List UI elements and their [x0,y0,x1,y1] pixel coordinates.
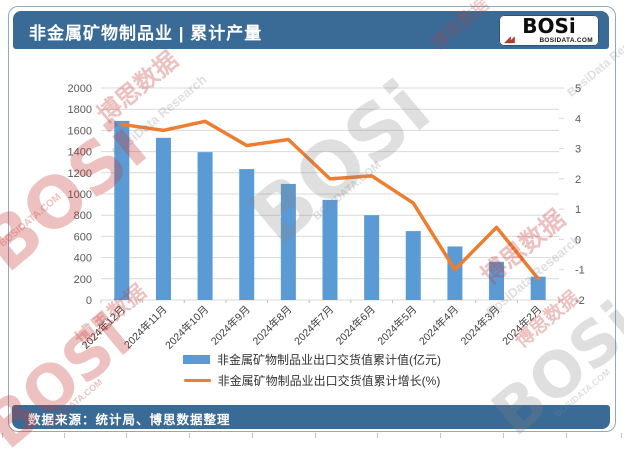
bar-2024年6月 [364,215,380,300]
right-axis-tick-label: -2 [575,295,585,307]
right-axis-tick-label: 2 [575,174,581,186]
x-axis-category-label: 2024年3月 [458,303,503,348]
x-axis-category-label: 2024年6月 [333,303,378,348]
bar-2024年3月 [489,261,505,300]
left-axis-tick-label: 1000 [68,189,92,201]
bosi-logo-text: BOSi [522,14,576,38]
bar-2024年2月 [530,276,546,300]
legend-bar-label: 非金属矿物制品业出口交货值累计值(亿元) [217,353,441,367]
header-bar: 非金属矿物制品业 | 累计产量 BOSi ◢◢ BOSIDATA.COM [13,11,609,49]
left-axis-tick-label: 800 [74,210,92,222]
x-axis-category-label: 2024年7月 [291,303,336,348]
right-axis-tick-label: -1 [575,265,585,277]
left-axis-tick-label: 1200 [68,168,92,180]
left-axis-tick-label: 2000 [68,83,92,95]
bar-2024年4月 [447,246,463,300]
bar-2024年10月 [197,152,213,300]
x-axis-category-label: 2024年11月 [121,303,169,351]
left-axis-tick-label: 0 [86,295,92,307]
right-axis-tick-label: 1 [575,204,581,216]
left-axis-tick-label: 200 [74,274,92,286]
left-axis-tick-label: 1600 [68,125,92,137]
page-title: 非金属矿物制品业 | 累计产量 [29,24,263,43]
left-axis-tick-label: 400 [74,253,92,265]
legend-item-line-series: 非金属矿物制品业出口交货值累计增长(%) [183,372,441,389]
combo-chart: 0 200 400 600 800 1000 1200 1400 1600 1800 2000 -2 -… [68,83,585,352]
chart-legend: 非金属矿物制品业出口交货值累计值(亿元) 非金属矿物制品业出口交货值累计增长(%… [0,351,624,389]
legend-bar-swatch [183,355,210,364]
x-axis-category-label: 2024年10月 [162,303,211,352]
left-axis-tick-label: 1800 [68,104,92,116]
bar-2024年9月 [239,169,255,300]
right-axis-tick-label: 0 [575,234,581,246]
bar-2024年8月 [280,183,296,300]
x-axis-category-label: 2024年4月 [416,303,461,348]
right-axis-tick-label: 4 [575,113,581,125]
legend-line-swatch [183,378,211,383]
right-axis-tick-label: 3 [575,144,581,156]
left-axis-tick-label: 1400 [68,147,92,159]
chart-card: 非金属矿物制品业 | 累计产量 BOSi ◢◢ BOSIDATA.COM 0 20… [8,6,616,432]
x-axis-category-label: 2024年12月 [79,303,128,352]
x-axis-category-label: 2024年9月 [208,303,253,348]
left-axis-tick-label: 600 [74,231,92,243]
data-source-text: 数据来源：统计局、博思数据整理 [28,413,231,427]
legend-line-label: 非金属矿物制品业出口交货值累计增长(%) [217,374,441,388]
bosi-logo-domain: BOSIDATA.COM [539,37,593,44]
logo-chevron-icon: ◢◢ [504,34,515,44]
x-axis-category-label: 2024年5月 [375,303,420,348]
bar-2024年12月 [114,120,130,300]
bar-2024年11月 [155,137,171,300]
legend-item-bar-series: 非金属矿物制品业出口交货值累计值(亿元) [183,351,441,368]
growth-line [120,119,540,281]
bar-2024年7月 [322,199,338,300]
footer-bar: 数据来源：统计局、博思数据整理 [12,405,610,429]
right-axis-tick-label: 5 [575,83,581,95]
x-axis-category-label: 2024年2月 [500,303,545,348]
bar-2024年5月 [405,231,421,300]
bosi-logo: BOSi ◢◢ BOSIDATA.COM [499,15,599,46]
x-axis-category-label: 2024年8月 [250,303,295,348]
